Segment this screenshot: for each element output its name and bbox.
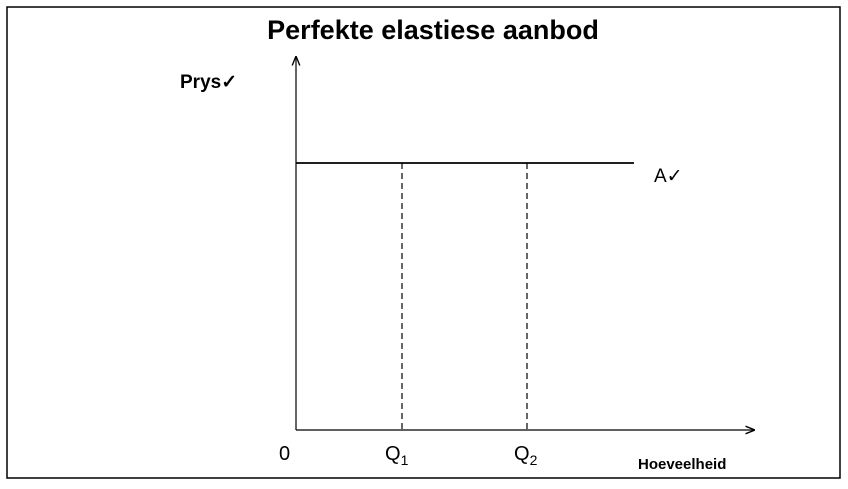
- y-axis-label: Prys✓: [180, 72, 237, 93]
- frame: [6, 6, 841, 479]
- quantity-subscript: 1: [401, 452, 409, 468]
- origin-label: 0: [279, 443, 290, 465]
- curve-label: A✓: [654, 166, 683, 187]
- quantity-label: Q1: [385, 443, 409, 468]
- quantity-subscript: 2: [530, 452, 538, 468]
- quantity-letter: Q: [514, 443, 530, 465]
- x-axis-label: Hoeveelheid: [638, 456, 726, 473]
- quantity-label: Q2: [514, 443, 538, 468]
- title: Perfekte elastiese aanbod: [267, 15, 599, 45]
- quantity-letter: Q: [385, 443, 401, 465]
